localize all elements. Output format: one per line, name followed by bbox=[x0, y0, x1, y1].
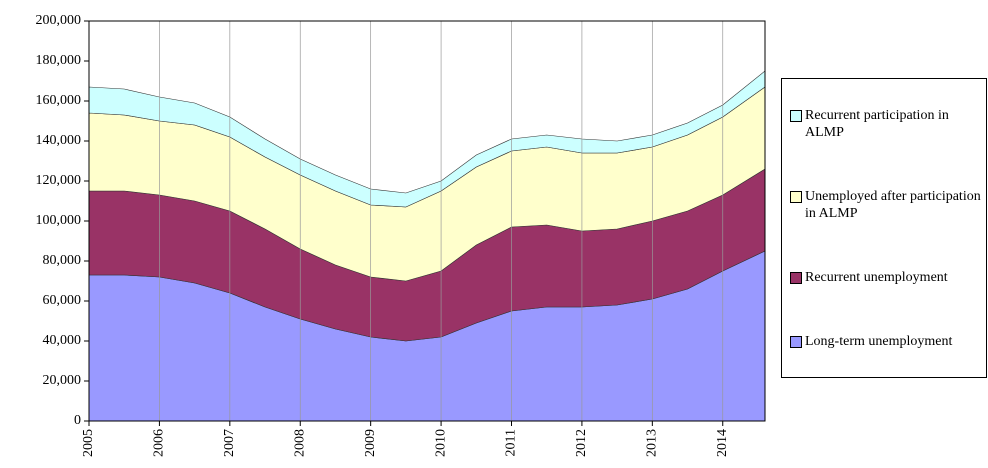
legend-swatch bbox=[790, 335, 802, 348]
legend-entry: Long-term unemployment bbox=[790, 333, 982, 350]
y-tick-label: 120,000 bbox=[36, 173, 82, 188]
x-tick-label: 2008 bbox=[292, 429, 307, 457]
legend-entry: Recurrent participation in ALMP bbox=[790, 107, 982, 141]
y-tick-label: 0 bbox=[74, 413, 81, 428]
y-tick-label: 20,000 bbox=[43, 373, 82, 388]
legend-swatch bbox=[790, 109, 802, 122]
x-tick-label: 2005 bbox=[81, 429, 96, 457]
legend-entry: Unemployed after participation in ALMP bbox=[790, 188, 982, 222]
x-tick-label: 2010 bbox=[433, 429, 448, 457]
legend-label: Unemployed after participation in ALMP bbox=[805, 188, 981, 221]
legend-label: Recurrent unemployment bbox=[805, 269, 948, 285]
x-tick-label: 2012 bbox=[574, 429, 589, 457]
x-tick-label: 2006 bbox=[152, 429, 167, 457]
y-tick-label: 180,000 bbox=[36, 53, 82, 68]
y-tick-label: 200,000 bbox=[36, 13, 82, 28]
legend-swatch bbox=[790, 271, 802, 284]
x-tick-label: 2009 bbox=[363, 429, 378, 457]
legend-label: Recurrent participation in ALMP bbox=[805, 107, 949, 140]
y-tick-label: 40,000 bbox=[43, 333, 82, 348]
legend-entry: Recurrent unemployment bbox=[790, 269, 982, 286]
y-tick-label: 140,000 bbox=[36, 133, 82, 148]
legend-label: Long-term unemployment bbox=[805, 333, 953, 349]
legend-swatch bbox=[790, 190, 802, 203]
y-tick-label: 100,000 bbox=[36, 213, 82, 228]
legend: Recurrent participation in ALMP Unemploye… bbox=[781, 78, 987, 378]
y-tick-label: 160,000 bbox=[36, 93, 82, 108]
y-tick-label: 80,000 bbox=[43, 253, 82, 268]
x-tick-label: 2014 bbox=[715, 429, 730, 457]
x-tick-label: 2013 bbox=[645, 429, 660, 457]
x-tick-label: 2011 bbox=[504, 429, 519, 456]
x-tick-label: 2007 bbox=[222, 429, 237, 457]
y-tick-label: 60,000 bbox=[43, 293, 82, 308]
